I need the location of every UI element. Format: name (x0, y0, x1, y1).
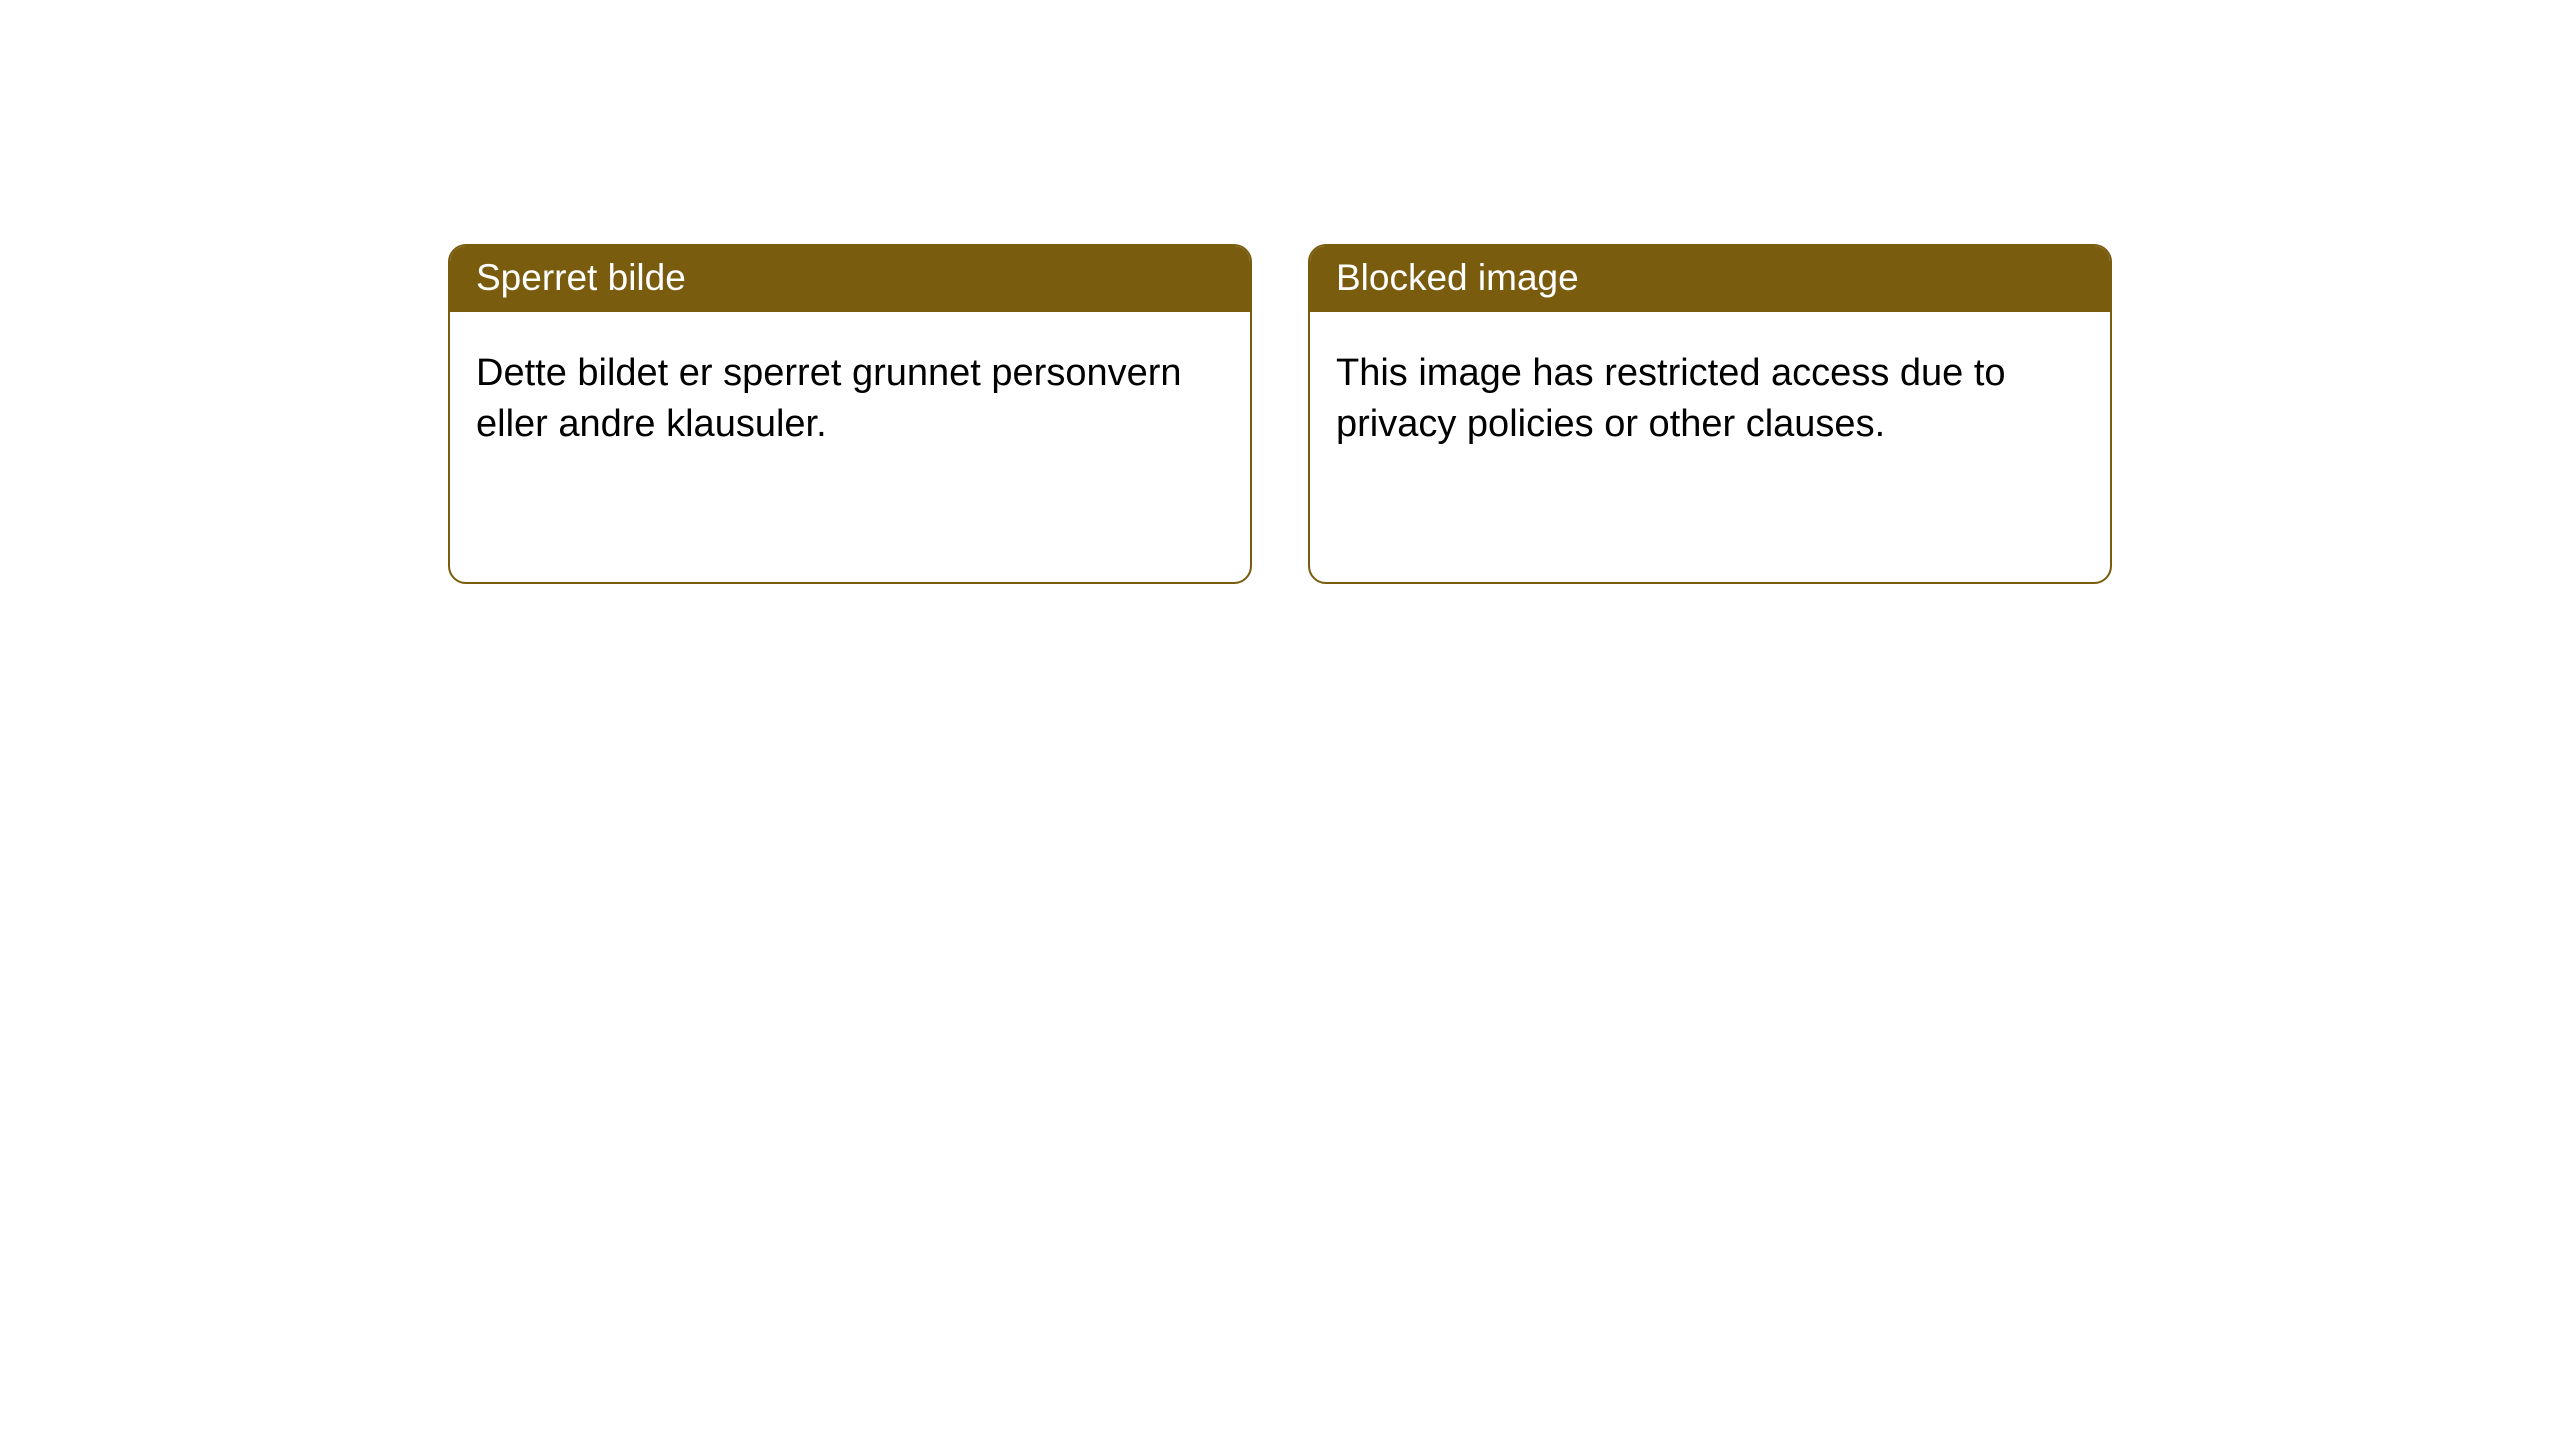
notice-cards-container: Sperret bilde Dette bildet er sperret gr… (0, 0, 2560, 584)
notice-card-norwegian: Sperret bilde Dette bildet er sperret gr… (448, 244, 1252, 584)
card-body: Dette bildet er sperret grunnet personve… (450, 312, 1250, 582)
notice-card-english: Blocked image This image has restricted … (1308, 244, 2112, 584)
card-title: Blocked image (1336, 257, 1579, 298)
card-header: Sperret bilde (450, 246, 1250, 312)
card-text: This image has restricted access due to … (1336, 348, 2084, 451)
card-header: Blocked image (1310, 246, 2110, 312)
card-body: This image has restricted access due to … (1310, 312, 2110, 582)
card-text: Dette bildet er sperret grunnet personve… (476, 348, 1224, 451)
card-title: Sperret bilde (476, 257, 686, 298)
